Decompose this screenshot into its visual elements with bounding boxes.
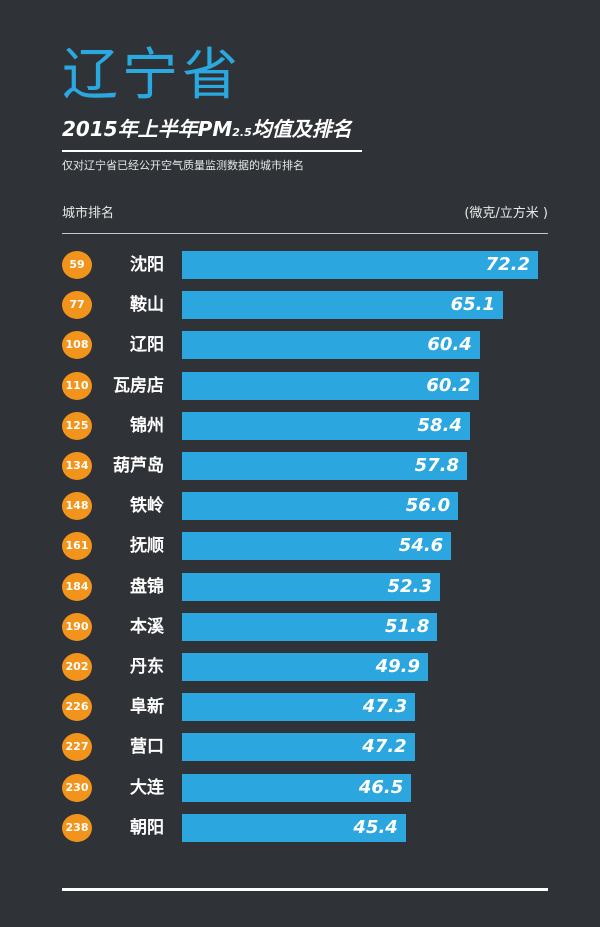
rank-badge: 226: [62, 693, 92, 722]
value-label: 57.8: [414, 455, 459, 476]
city-label: 抚顺: [130, 536, 164, 557]
value-label: 58.4: [417, 414, 462, 436]
bar-row: 227 营口 47.2: [0, 733, 600, 762]
data-bar: 51.8: [182, 612, 438, 641]
bar-row: 161 抚顺 54.6: [0, 532, 600, 561]
value-label: 56.0: [405, 495, 451, 517]
rank-badge: 227: [62, 733, 92, 762]
bar-row: 59 沈阳 72.2: [0, 251, 600, 279]
rank-badge: 77: [62, 291, 92, 320]
city-label: 铁岭: [130, 496, 164, 517]
value-label: 47.2: [362, 736, 407, 758]
data-bar: 65.1: [182, 291, 503, 320]
data-bar: 52.3: [182, 572, 440, 601]
city-label: 锦州: [130, 415, 164, 436]
title-tail: 均值及排名: [251, 117, 352, 141]
value-label: 60.2: [426, 374, 471, 396]
data-bar: 58.4: [182, 411, 470, 440]
bar-row: 226 阜新 47.3: [0, 693, 600, 722]
rank-badge: 148: [62, 492, 92, 521]
value-label: 72.2: [485, 254, 530, 275]
city-label: 沈阳: [130, 255, 164, 275]
data-bar: 72.2: [182, 251, 538, 279]
rank-badge: 110: [62, 371, 92, 400]
bar-row: 77 鞍山 65.1: [0, 291, 600, 320]
column-header-unit: (微克/立方米 ): [464, 206, 548, 221]
city-label: 本溪: [130, 616, 164, 637]
city-label: 丹东: [130, 657, 164, 677]
bar-row: 148 铁岭 56.0: [0, 492, 600, 521]
data-bar: 54.6: [182, 532, 452, 561]
header-divider: [62, 233, 548, 234]
rank-badge: 184: [62, 572, 92, 601]
city-label: 葫芦岛: [113, 456, 164, 476]
bottom-divider: [62, 888, 548, 891]
value-label: 47.3: [362, 696, 408, 718]
bar-row: 108 辽阳 60.4: [0, 331, 600, 360]
bar-row: 190 本溪 51.8: [0, 612, 600, 641]
province-title: 辽宁省: [62, 43, 242, 108]
value-label: 54.6: [398, 535, 444, 557]
city-label: 辽阳: [130, 335, 164, 356]
data-bar: 47.3: [182, 693, 416, 722]
data-bar: 47.2: [182, 733, 415, 762]
title-subscript: 2.5: [232, 126, 252, 139]
title-main: 2015年上半年PM: [62, 117, 233, 141]
data-bar: 60.2: [182, 371, 479, 400]
bar-row: 230 大连 46.5: [0, 773, 600, 802]
data-bar: 45.4: [182, 813, 406, 842]
rank-badge: 59: [62, 251, 92, 279]
rank-badge: 202: [62, 653, 92, 681]
bar-row: 110 瓦房店 60.2: [0, 371, 600, 400]
value-label: 52.3: [387, 575, 432, 597]
column-header-rank: 城市排名: [62, 206, 115, 221]
bar-row: 134 葫芦岛 57.8: [0, 452, 600, 480]
data-bar: 49.9: [182, 653, 429, 681]
city-label: 盘锦: [130, 576, 164, 597]
data-bar: 46.5: [182, 773, 412, 802]
city-label: 大连: [130, 777, 164, 798]
rank-badge: 190: [62, 612, 92, 641]
rank-badge: 125: [62, 411, 92, 440]
data-bar: 60.4: [182, 331, 480, 360]
city-label: 瓦房店: [113, 375, 164, 396]
bar-row: 125 锦州 58.4: [0, 411, 600, 440]
value-label: 49.9: [375, 656, 421, 677]
city-label: 阜新: [130, 697, 164, 718]
rank-badge: 238: [62, 813, 92, 842]
data-bar: 56.0: [182, 492, 459, 521]
bar-row: 202 丹东 49.9: [0, 653, 600, 681]
bar-row: 184 盘锦 52.3: [0, 572, 600, 601]
value-label: 60.4: [427, 334, 472, 356]
city-label: 营口: [130, 737, 164, 758]
rank-badge: 134: [62, 452, 92, 480]
city-label: 鞍山: [130, 295, 164, 316]
rank-badge: 161: [62, 532, 92, 561]
value-label: 45.4: [353, 816, 398, 838]
title-underline: [62, 150, 362, 152]
value-label: 51.8: [384, 615, 430, 637]
city-label: 朝阳: [130, 817, 164, 838]
bar-row: 238 朝阳 45.4: [0, 813, 600, 842]
rank-badge: 108: [62, 331, 92, 360]
value-label: 65.1: [450, 294, 495, 316]
data-bar: 57.8: [182, 452, 467, 480]
value-label: 46.5: [358, 776, 404, 798]
chart-note: 仅对辽宁省已经公开空气质量监测数据的城市排名: [62, 159, 304, 172]
chart-title: 2015年上半年PM2.5均值及排名: [62, 116, 352, 146]
rank-badge: 230: [62, 773, 92, 802]
